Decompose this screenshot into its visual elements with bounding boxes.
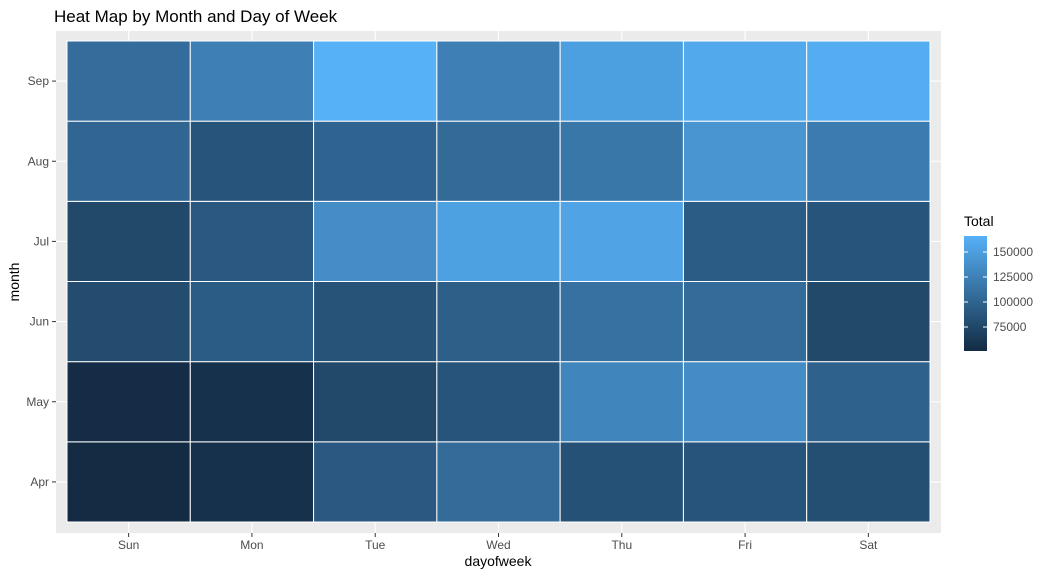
heatmap-cell-jun-wed [436,281,561,363]
y-tick-label: Jul [34,234,49,248]
y-axis-ticks: Apr May Jun Jul Aug Sep [26,74,56,489]
x-tick-label: Sat [859,538,878,552]
legend-colorbar [964,236,987,351]
heatmap-tiles [66,40,931,523]
heatmap-cell-aug-mon [189,120,315,202]
x-tick-label: Tue [365,538,386,552]
heatmap-cell-jul-sun [66,200,191,282]
heatmap-cell-may-mon [189,361,315,443]
heatmap-cell-apr-thu [559,441,684,523]
heatmap-cell-apr-wed [436,441,561,523]
y-tick-label: Jun [30,315,49,329]
heatmap-cell-may-sun [66,361,191,443]
heatmap-cell-aug-tue [313,120,438,202]
heatmap-cell-jun-sat [806,281,931,363]
heatmap-cell-sep-wed [436,40,561,122]
legend-tick-label: 150000 [993,245,1033,259]
heatmap-cell-apr-sun [66,441,191,523]
heatmap-cell-aug-fri [682,120,808,202]
heatmap-cell-jun-fri [682,281,808,363]
heatmap-cell-jun-tue [313,281,438,363]
heatmap-cell-may-tue [313,361,438,443]
heatmap-cell-jul-thu [559,200,684,282]
heatmap-cell-may-fri [682,361,808,443]
y-tick-label: Sep [28,74,50,88]
heatmap-cell-sep-sun [66,40,191,122]
heatmap-cell-aug-sat [806,120,931,202]
heatmap-cell-sep-fri [682,40,808,122]
y-tick-label: May [26,395,49,409]
heatmap-cell-apr-fri [682,441,808,523]
x-axis-title: dayofweek [465,553,533,569]
x-tick-label: Sun [118,538,139,552]
y-tick-label: Apr [30,475,49,489]
heatmap-cell-sep-sat [806,40,931,122]
heatmap-cell-jul-sat [806,200,931,282]
heatmap-cell-sep-mon [189,40,315,122]
x-tick-label: Mon [240,538,263,552]
heatmap-cell-aug-thu [559,120,684,202]
heatmap-cell-aug-wed [436,120,561,202]
heatmap-cell-aug-sun [66,120,191,202]
heatmap-cell-jul-fri [682,200,808,282]
x-tick-label: Fri [738,538,752,552]
heatmap-cell-jun-thu [559,281,684,363]
heatmap-cell-sep-thu [559,40,684,122]
heatmap-cell-jul-wed [436,200,561,282]
heatmap-cell-jul-mon [189,200,315,282]
heatmap-cell-apr-mon [189,441,315,523]
x-axis-ticks: Sun Mon Tue Wed Thu Fri Sat [118,533,878,552]
heatmap-cell-sep-tue [313,40,438,122]
heatmap-cell-jul-tue [313,200,438,282]
heatmap-cell-jun-mon [189,281,315,363]
y-axis-title: month [6,263,22,302]
legend: Total 75000 100000 125000 150000 [964,213,1033,351]
heatmap-cell-may-thu [559,361,684,443]
legend-tick-label: 125000 [993,270,1033,284]
legend-tick-label: 100000 [993,295,1033,309]
legend-ticks: 75000 100000 125000 150000 [964,245,1033,334]
heatmap-cell-may-wed [436,361,561,443]
heatmap-cell-apr-tue [313,441,438,523]
x-tick-label: Thu [611,538,632,552]
heatmap-cell-may-sat [806,361,931,443]
y-tick-label: Aug [28,154,49,168]
legend-tick-label: 75000 [993,320,1027,334]
heatmap-cell-jun-sun [66,281,191,363]
heatmap-cell-apr-sat [806,441,931,523]
x-tick-label: Wed [486,538,510,552]
chart-title: Heat Map by Month and Day of Week [54,7,338,26]
legend-title: Total [964,213,994,229]
